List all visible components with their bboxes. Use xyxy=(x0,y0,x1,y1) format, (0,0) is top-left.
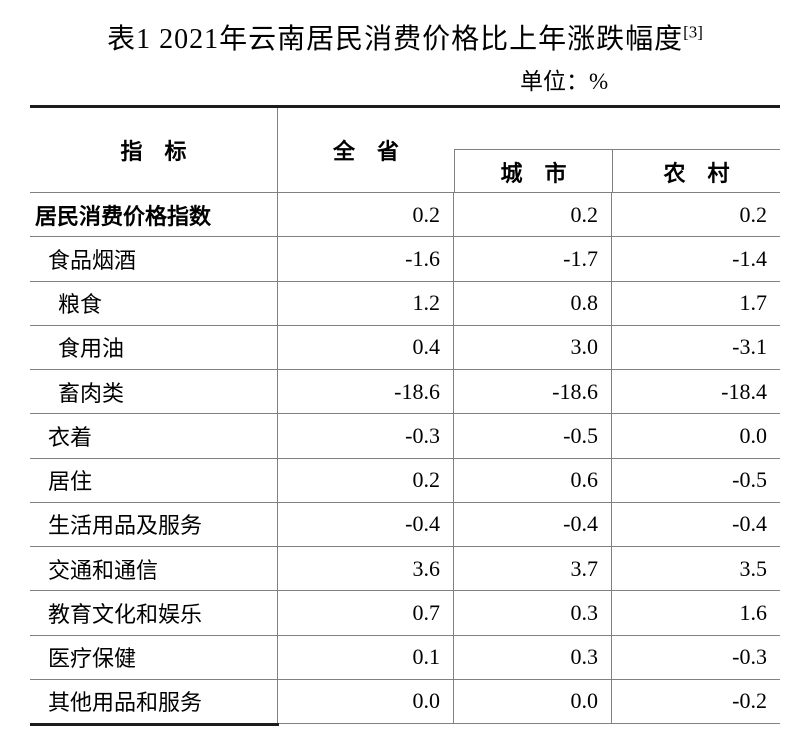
cell-province: 0.2 xyxy=(278,193,454,237)
cell-rural: 1.6 xyxy=(739,599,768,625)
table-row: 衣着 -0.3 -0.5 0.0 xyxy=(30,414,780,459)
header-province: 全 省 xyxy=(332,139,399,164)
row-label: 居住 xyxy=(30,458,278,502)
cell-province: 0.0 xyxy=(278,679,454,723)
row-label: 食品烟酒 xyxy=(30,237,278,281)
header-city: 城 市 xyxy=(455,150,613,193)
table-title: 表1 2021年云南居民消费价格比上年涨跌幅度[3] xyxy=(30,17,780,57)
cell-city: 0.6 xyxy=(454,458,612,502)
row-label: 其他用品和服务 xyxy=(30,679,278,723)
table-row: 食用油 0.4 3.0 -3.1 xyxy=(30,325,780,370)
cell-rural: 0.2 xyxy=(739,201,768,227)
cell-rural: 1.7 xyxy=(739,290,768,316)
cell-city: 3.7 xyxy=(454,547,612,591)
table-row: 居住 0.2 0.6 -0.5 xyxy=(30,458,780,503)
cell-province: -18.6 xyxy=(278,370,454,414)
cell-rural: -0.4 xyxy=(732,511,767,537)
table-title-text: 表1 2021年云南居民消费价格比上年涨跌幅度 xyxy=(107,24,684,55)
cell-city: 0.0 xyxy=(454,679,612,723)
table-row: 生活用品及服务 -0.4 -0.4 -0.4 xyxy=(30,502,780,547)
cell-rural: 0.0 xyxy=(739,422,768,448)
cell-province: -0.3 xyxy=(278,414,454,458)
header-city-rural-box: 城 市 农 村 xyxy=(454,149,780,193)
cell-province: -0.4 xyxy=(278,502,454,546)
cell-province: 3.6 xyxy=(278,547,454,591)
row-label: 交通和通信 xyxy=(30,547,278,591)
header-indicator: 指 标 xyxy=(30,108,278,192)
cell-province: 1.2 xyxy=(278,281,454,325)
cell-province: 0.7 xyxy=(278,591,454,635)
cell-city: -18.6 xyxy=(454,370,612,414)
cell-city: 0.3 xyxy=(454,635,612,679)
row-label: 教育文化和娱乐 xyxy=(30,591,278,635)
cell-city: -1.7 xyxy=(454,237,612,281)
cell-rural: -0.5 xyxy=(732,467,767,493)
cell-province: 0.4 xyxy=(278,325,454,369)
table-row: 食品烟酒 -1.6 -1.7 -1.4 xyxy=(30,237,780,282)
cell-province: -1.6 xyxy=(278,237,454,281)
row-label: 生活用品及服务 xyxy=(30,502,278,546)
row-label: 居民消费价格指数 xyxy=(30,193,278,237)
header-rural: 农 村 xyxy=(663,160,730,186)
cell-city: 3.0 xyxy=(454,325,612,369)
row-label: 医疗保健 xyxy=(30,635,278,679)
cell-province: 0.2 xyxy=(278,458,454,502)
table-row: 交通和通信 3.6 3.7 3.5 xyxy=(30,547,780,592)
table-bottom-rule xyxy=(30,723,279,726)
table-header-row: 指 标 全 省 城 市 农 村 xyxy=(30,108,780,193)
row-label: 食用油 xyxy=(30,325,278,369)
page: 表1 2021年云南居民消费价格比上年涨跌幅度[3] 单位：% 指 标 全 省 … xyxy=(0,17,797,732)
cell-rural: -0.3 xyxy=(732,644,767,670)
table-body: 居民消费价格指数 0.2 0.2 0.2 食品烟酒 -1.6 -1.7 -1.4… xyxy=(30,193,780,724)
table-row: 医疗保健 0.1 0.3 -0.3 xyxy=(30,635,780,680)
cell-city: -0.4 xyxy=(454,502,612,546)
row-label: 衣着 xyxy=(30,414,278,458)
table-row: 畜肉类 -18.6 -18.6 -18.4 xyxy=(30,370,780,415)
table-row: 粮食 1.2 0.8 1.7 xyxy=(30,281,780,326)
unit-label: 单位：% xyxy=(520,69,609,94)
cell-rural: -1.4 xyxy=(732,245,767,271)
table-row: 居民消费价格指数 0.2 0.2 0.2 xyxy=(30,193,780,238)
cell-province: 0.1 xyxy=(278,635,454,679)
row-label: 粮食 xyxy=(30,281,278,325)
cell-city: 0.2 xyxy=(454,193,612,237)
table-row: 其他用品和服务 0.0 0.0 -0.2 xyxy=(30,679,780,724)
row-label: 畜肉类 xyxy=(30,370,278,414)
cell-rural: 3.5 xyxy=(739,555,768,581)
cell-rural: -3.1 xyxy=(732,334,767,360)
footnote-ref: [3] xyxy=(683,22,703,42)
price-table: 指 标 全 省 城 市 农 村 居民消费价格指数 0.2 0.2 0.2 食品烟… xyxy=(30,105,780,726)
cell-rural: -0.2 xyxy=(732,688,767,714)
cell-city: 0.3 xyxy=(454,591,612,635)
cell-rural: -18.4 xyxy=(721,378,767,404)
cell-city: -0.5 xyxy=(454,414,612,458)
cell-city: 0.8 xyxy=(454,281,612,325)
table-row: 教育文化和娱乐 0.7 0.3 1.6 xyxy=(30,591,780,636)
